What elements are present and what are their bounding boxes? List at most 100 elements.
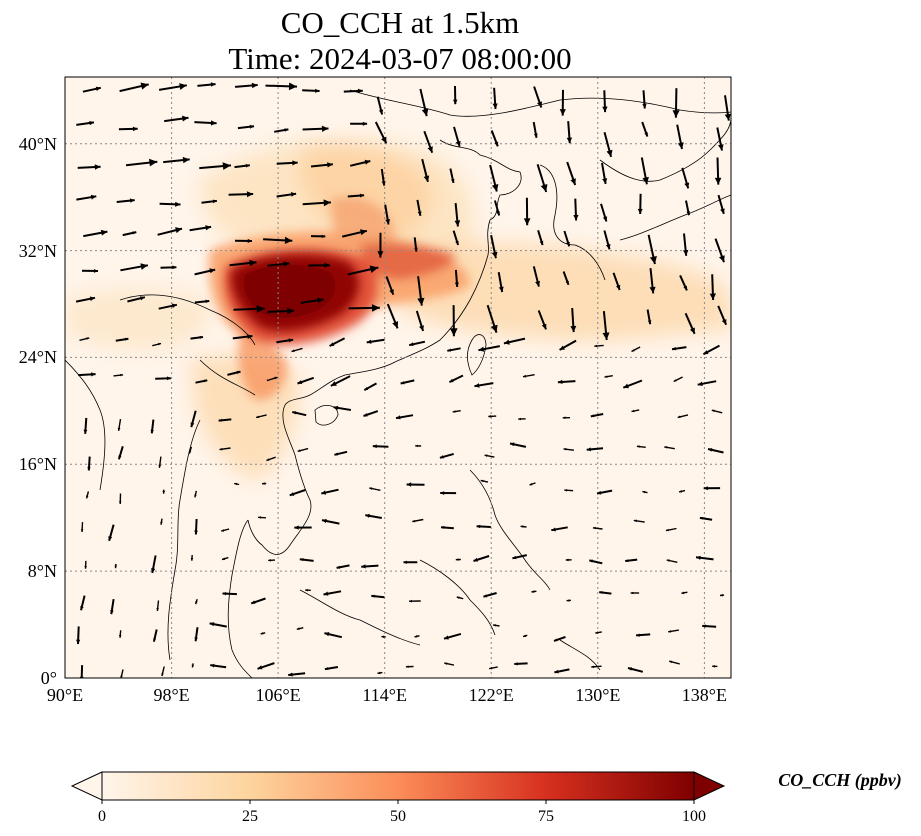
wind-vector-head: [360, 229, 367, 236]
wind-vector-head: [361, 564, 366, 569]
wind-vector-head: [590, 414, 595, 418]
wind-vector-head: [589, 559, 593, 563]
wind-vector-head: [718, 144, 724, 151]
wind-vector-head: [649, 286, 656, 294]
wind-vector-head: [260, 632, 264, 635]
wind-vector-head: [389, 289, 394, 295]
wind-vector-head: [409, 599, 412, 603]
wind-vector-head: [218, 418, 222, 422]
wind-vector-head: [381, 635, 385, 639]
wind-vector-head: [362, 121, 368, 126]
colorbar-tick-100: 100: [682, 808, 706, 825]
wind-vector-head: [489, 666, 493, 670]
wind-vector-head: [377, 251, 384, 258]
wind-vector-head: [396, 415, 401, 420]
wind-vector-head: [719, 255, 725, 263]
wind-vector-head: [93, 269, 98, 273]
wind-vector-head: [212, 199, 217, 204]
wind-vector-head: [120, 675, 123, 678]
wind-vector-head: [557, 379, 563, 384]
wind-vector-head: [287, 307, 294, 315]
wind-vector-head: [378, 109, 384, 115]
wind-vector-head: [323, 591, 329, 596]
wind-vector-head: [533, 133, 538, 138]
wind-vector-head: [91, 372, 96, 377]
wind-vector-head: [414, 247, 418, 252]
lat-tick-32n: 32°N: [19, 241, 57, 261]
wind-vector-head: [689, 327, 695, 334]
wind-vector-head: [625, 559, 629, 563]
wind-vector-head: [256, 305, 265, 313]
wind-vector-head: [637, 208, 643, 214]
wind-vector-head: [381, 136, 387, 144]
wind-vector-head: [385, 219, 391, 225]
wind-vector-head: [400, 381, 405, 385]
wind-vector-head: [721, 319, 727, 325]
wind-vector-head: [156, 608, 159, 611]
wind-vector-head: [209, 622, 215, 627]
lon-tick-130e: 130°E: [575, 685, 620, 705]
wind-vector-head: [129, 198, 135, 203]
wind-vector-head: [284, 236, 293, 244]
wind-vector-head: [417, 297, 425, 306]
wind-vector-head: [491, 251, 498, 259]
wind-vector-head: [606, 149, 613, 157]
wind-vector-head: [249, 124, 254, 129]
wind-vector-head: [219, 447, 223, 451]
wind-vector-head: [251, 600, 256, 604]
wind-vector-head: [209, 268, 216, 274]
wind-vector-head: [153, 638, 157, 642]
lat-tick-24n: 24°N: [19, 347, 57, 367]
wind-vector-head: [456, 596, 460, 599]
wind-vector-head: [494, 141, 499, 147]
wind-vector-head: [205, 225, 212, 231]
wind-vector-head: [415, 444, 418, 448]
wind-vector-head: [683, 285, 687, 291]
wind-vector-head: [171, 303, 177, 308]
wind-vector-head: [247, 334, 253, 339]
wind-vector-head: [210, 663, 215, 668]
wind-vector-head: [683, 249, 689, 256]
wind-vector-head: [679, 490, 682, 493]
wind-vector-head: [118, 455, 122, 460]
wind-vector-head: [492, 103, 498, 109]
wind-vector-head: [455, 140, 461, 147]
colorbar-title: CO_CCH (ppbv): [778, 770, 902, 791]
wind-vector-head: [563, 447, 567, 451]
map-title-line-2: Time: 2024-03-07 08:00:00: [228, 41, 572, 76]
wind-vector-head: [324, 667, 329, 671]
wind-vector-head: [292, 160, 298, 166]
wind-vector-head: [403, 560, 407, 564]
lon-tick-114e: 114°E: [362, 685, 407, 705]
lat-tick-16n: 16°N: [19, 454, 57, 474]
wind-vector-head: [94, 164, 101, 170]
wind-vector-head: [357, 88, 363, 94]
wind-vector-head: [359, 193, 365, 198]
wind-vector-head: [330, 381, 337, 386]
wind-vector-head: [140, 296, 145, 301]
wind-vector-head: [84, 565, 87, 569]
wind-vector-head: [636, 445, 640, 448]
wind-vector-head: [324, 262, 330, 268]
wind-vector-head: [321, 490, 327, 495]
wind-vector-head: [288, 672, 293, 677]
wind-vector-head: [210, 82, 216, 87]
wind-vector-head: [336, 565, 341, 569]
wind-vector-head: [234, 482, 238, 486]
wind-vector-head: [195, 601, 198, 605]
wind-vector-head: [299, 558, 304, 562]
wind-vector-head: [480, 479, 484, 483]
wind-vector-head: [151, 568, 156, 573]
wind-vector-head: [602, 106, 608, 113]
wind-vector-head: [417, 211, 422, 216]
wind-vector-head: [190, 558, 194, 561]
wind-vector-head: [529, 482, 533, 486]
wind-vector-head: [249, 259, 257, 267]
wind-vector-head: [166, 376, 171, 381]
wind-vector-head: [80, 606, 84, 611]
wind-vector-head: [182, 115, 189, 122]
colorbar-tick-50: 50: [390, 808, 406, 825]
wind-vector-head: [455, 558, 459, 561]
wind-vector-head: [274, 376, 278, 380]
wind-vector-head: [644, 132, 648, 137]
